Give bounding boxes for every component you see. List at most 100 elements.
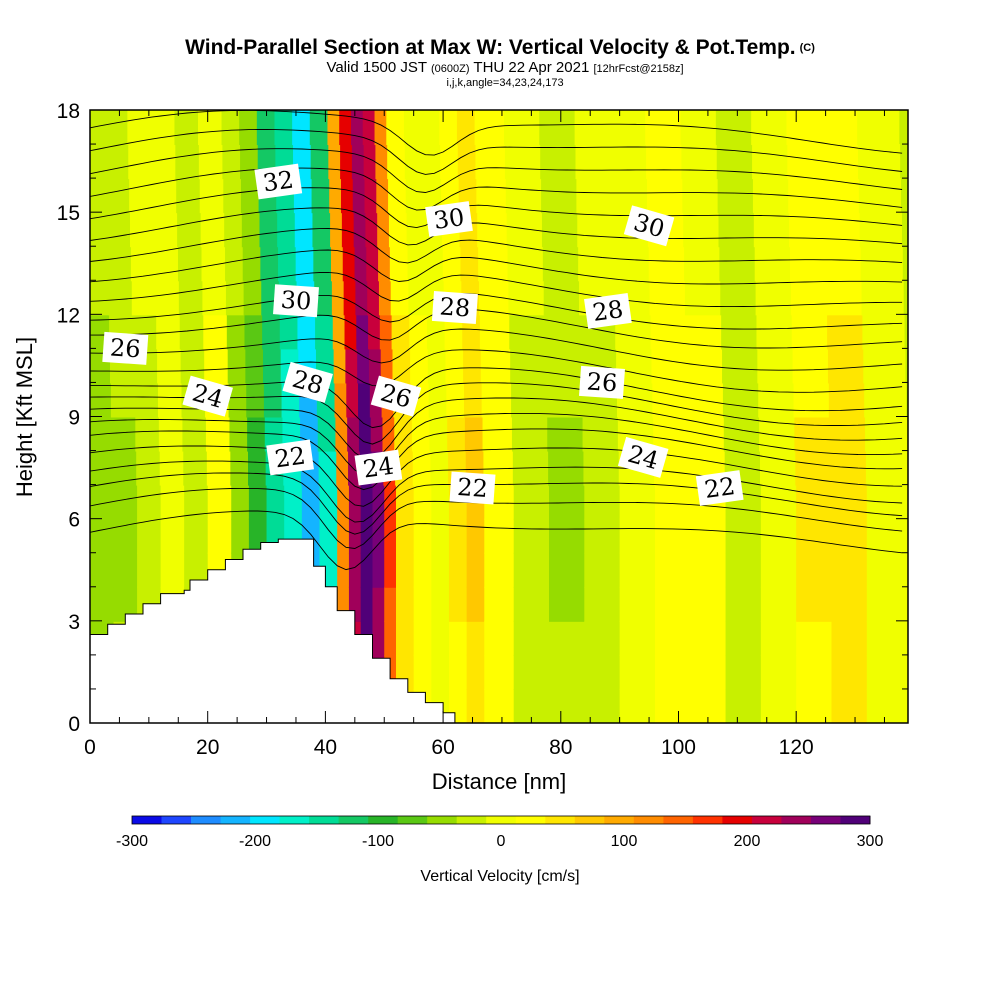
w-cell [184,518,209,554]
contour-label: 26 [102,331,149,365]
w-cell [90,110,105,146]
w-cell [179,314,205,350]
w-cell [155,280,180,316]
w-cell [431,654,450,690]
w-cell [786,110,823,146]
w-cell [372,518,386,554]
w-cell [513,552,551,588]
w-cell [549,654,586,690]
w-cell [403,110,423,146]
w-cell [387,144,406,180]
w-cell [539,110,576,146]
w-cell [613,246,650,282]
w-cell [466,688,486,723]
w-cell [790,280,828,316]
w-cell [448,518,468,554]
w-cell [431,552,450,588]
w-cell [513,586,551,622]
w-cell [311,178,331,214]
w-cell [178,280,204,316]
w-cell [480,348,512,384]
w-cell [654,620,692,656]
w-cell [301,484,321,520]
colorbar-tick-label: -300 [116,833,148,850]
colorbar-swatch [456,816,487,824]
w-cell [384,484,398,520]
w-cell [831,620,868,656]
w-cell [619,654,656,690]
w-cell [544,314,581,350]
w-cell [350,110,364,146]
w-cell [828,382,866,418]
w-cell [793,382,830,418]
w-cell [650,314,687,350]
w-cell [319,484,339,520]
w-cell [715,110,753,146]
colorbar-frame [131,815,871,825]
w-cell [90,144,106,180]
w-cell [685,314,723,350]
w-cell [796,552,833,588]
w-cell [754,246,792,282]
w-cell [859,212,902,248]
w-cell [466,620,486,656]
w-cell [370,416,384,452]
contour-label: 26 [579,365,625,399]
w-cell [223,178,242,214]
w-cell [135,416,160,452]
w-cell [646,144,683,180]
w-cell [353,212,367,248]
w-cell [328,144,342,180]
w-cell [129,178,154,214]
w-cell [90,246,109,282]
w-cell [719,246,756,282]
w-cell [431,518,450,554]
w-cell [396,586,415,622]
w-cell [295,246,315,282]
w-cell [90,450,114,486]
w-cell [90,382,112,418]
contour-label-text: 28 [439,292,471,322]
contour-label-box [425,201,473,237]
w-cell [256,110,276,146]
contour-label-text: 26 [109,333,141,363]
w-cell [341,212,355,248]
w-cell [372,620,386,656]
w-cell [277,212,296,248]
colorbar-swatch [781,816,812,824]
contour-label-text: 26 [586,367,618,397]
contour-label-box [695,470,744,506]
w-cell [153,212,179,248]
w-cell [542,246,580,282]
w-cell [229,416,249,452]
colorbar-swatch [397,816,428,824]
w-cell [413,654,433,690]
w-cell [337,552,350,588]
w-cell [108,280,133,316]
w-cell [360,518,374,554]
w-cell [231,518,250,554]
w-cell [654,484,692,520]
colorbar-swatch [751,816,782,824]
theta-contour-line [90,292,903,330]
w-cell [683,212,720,248]
w-cell [511,416,549,452]
w-cell [380,348,394,384]
w-cell [160,484,186,520]
w-cell [575,144,612,180]
forecast-info: [12hrFcst@2158z] [593,63,684,75]
contour-label-box [254,163,303,200]
w-cell [137,484,162,520]
w-cell [504,144,542,180]
w-cell [866,654,908,690]
w-cell [413,484,433,520]
contour-label-box [623,205,675,247]
w-cell [511,382,548,418]
w-cell [430,450,450,486]
grid-meta: i,j,k,angle=34,23,24,173 [446,77,564,89]
w-cell [831,552,868,588]
w-cell [463,382,483,418]
contour-label: 28 [282,361,333,403]
w-cell [130,212,155,248]
w-cell [482,416,513,452]
